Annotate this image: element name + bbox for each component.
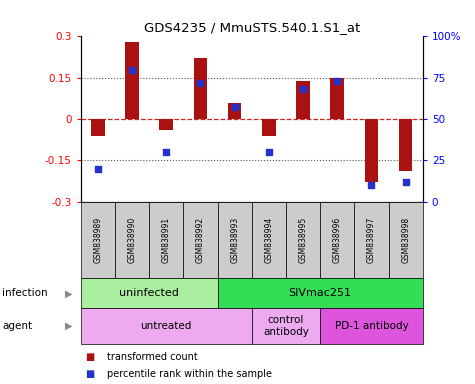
- Point: [368, 182, 375, 188]
- Text: ■: ■: [86, 369, 95, 379]
- Bar: [125, 42, 139, 119]
- Bar: [365, 119, 378, 182]
- Bar: [320, 202, 354, 278]
- Bar: [149, 202, 183, 278]
- Text: GSM838990: GSM838990: [128, 217, 136, 263]
- Bar: [115, 202, 149, 278]
- Bar: [262, 119, 276, 136]
- Bar: [228, 103, 241, 119]
- Text: ■: ■: [86, 352, 95, 362]
- Point: [197, 79, 204, 86]
- Bar: [218, 202, 252, 278]
- Title: GDS4235 / MmuSTS.540.1.S1_at: GDS4235 / MmuSTS.540.1.S1_at: [143, 21, 360, 34]
- Text: control
antibody: control antibody: [263, 315, 309, 337]
- Text: GSM838998: GSM838998: [401, 217, 410, 263]
- Text: untreated: untreated: [141, 321, 192, 331]
- Bar: [81, 202, 115, 278]
- Point: [299, 86, 307, 93]
- Point: [231, 104, 238, 111]
- Bar: [183, 202, 218, 278]
- Text: GSM838996: GSM838996: [333, 217, 342, 263]
- Text: GSM838992: GSM838992: [196, 217, 205, 263]
- Bar: [296, 81, 310, 119]
- Bar: [320, 308, 423, 344]
- Point: [265, 149, 273, 155]
- Text: percentile rank within the sample: percentile rank within the sample: [107, 369, 272, 379]
- Bar: [354, 202, 389, 278]
- Point: [333, 78, 341, 84]
- Bar: [91, 119, 104, 136]
- Text: GSM838989: GSM838989: [94, 217, 102, 263]
- Text: transformed count: transformed count: [107, 352, 198, 362]
- Text: PD-1 antibody: PD-1 antibody: [334, 321, 408, 331]
- Text: SIVmac251: SIVmac251: [289, 288, 352, 298]
- Text: infection: infection: [2, 288, 48, 298]
- Bar: [81, 278, 218, 308]
- Text: ▶: ▶: [65, 321, 73, 331]
- Bar: [194, 58, 207, 119]
- Text: uninfected: uninfected: [119, 288, 179, 298]
- Text: ▶: ▶: [65, 288, 73, 298]
- Text: GSM838997: GSM838997: [367, 217, 376, 263]
- Bar: [252, 202, 286, 278]
- Bar: [160, 119, 173, 130]
- Text: GSM838994: GSM838994: [265, 217, 273, 263]
- Point: [128, 66, 136, 73]
- Bar: [252, 308, 320, 344]
- Bar: [331, 78, 344, 119]
- Point: [162, 149, 170, 155]
- Point: [94, 166, 102, 172]
- Bar: [218, 278, 423, 308]
- Text: GSM838991: GSM838991: [162, 217, 171, 263]
- Bar: [286, 202, 320, 278]
- Point: [402, 179, 409, 185]
- Bar: [399, 119, 412, 171]
- Text: agent: agent: [2, 321, 32, 331]
- Bar: [389, 202, 423, 278]
- Text: GSM838995: GSM838995: [299, 217, 307, 263]
- Bar: [81, 308, 252, 344]
- Text: GSM838993: GSM838993: [230, 217, 239, 263]
